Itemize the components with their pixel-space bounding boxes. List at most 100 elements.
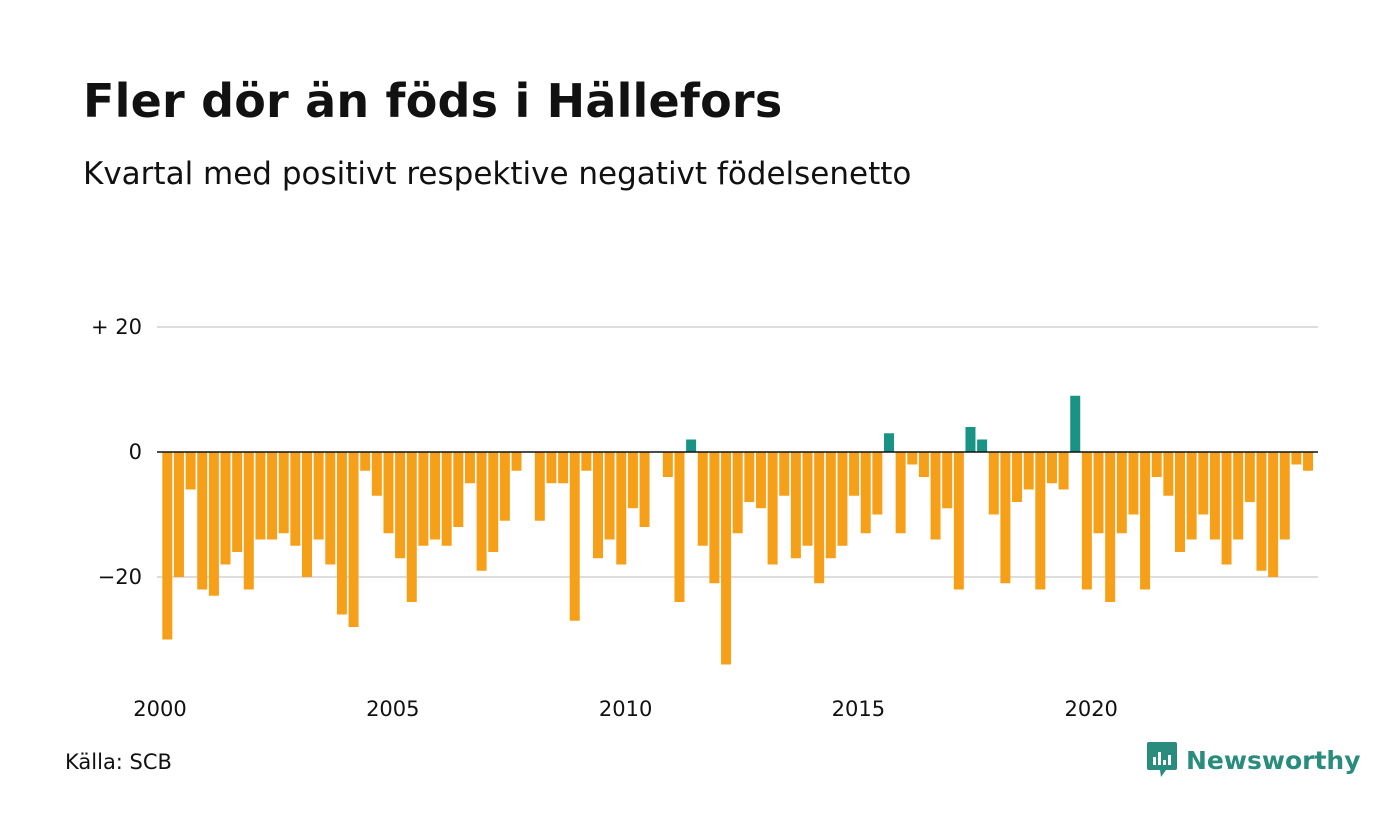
bar-2007-Q2 [499, 452, 510, 521]
x-tick-label: 2015 [832, 697, 885, 721]
bar-2018-Q2 [1012, 452, 1023, 502]
bar-2001-Q4 [243, 452, 254, 590]
bar-2018-Q4 [1035, 452, 1046, 590]
bar-2011-Q4 [709, 452, 720, 584]
bar-2013-Q2 [779, 452, 790, 496]
bar-2017-Q2 [965, 427, 976, 452]
bar-2023-Q2 [1244, 452, 1255, 502]
bar-2004-Q4 [383, 452, 394, 534]
bar-2017-Q1 [953, 452, 964, 590]
bar-2019-Q1 [1046, 452, 1057, 484]
bar-2012-Q4 [755, 452, 766, 509]
bar-2009-Q4 [616, 452, 627, 565]
bar-2014-Q3 [837, 452, 848, 546]
bar-2006-Q2 [453, 452, 464, 527]
bar-2021-Q1 [1140, 452, 1151, 590]
bar-2023-Q4 [1268, 452, 1279, 577]
bar-2007-Q1 [488, 452, 499, 552]
brand-name: Newsworthy [1186, 745, 1361, 775]
bar-2010-Q2 [639, 452, 650, 527]
bar-2000-Q3 [185, 452, 196, 490]
bar-2015-Q4 [895, 452, 906, 534]
bar-2010-Q4 [662, 452, 673, 477]
y-tick-label: −20 [98, 565, 142, 589]
bar-2022-Q3 [1209, 452, 1220, 540]
bar-2018-Q3 [1023, 452, 1034, 490]
bar-2001-Q3 [232, 452, 243, 552]
bar-2002-Q1 [255, 452, 266, 540]
y-tick-label: + 20 [91, 315, 142, 339]
bar-2010-Q1 [627, 452, 638, 509]
bar-2002-Q2 [267, 452, 278, 540]
bar-2018-Q1 [1000, 452, 1011, 584]
x-tick-label: 2005 [366, 697, 419, 721]
bar-2012-Q3 [744, 452, 755, 502]
bar-2014-Q4 [849, 452, 860, 496]
bar-2009-Q3 [604, 452, 615, 540]
bar-2016-Q4 [942, 452, 953, 509]
axis-layer: + 20 0 −20 2000 2005 2010 2015 2020 [91, 315, 1318, 721]
newsworthy-logo-icon [1147, 742, 1177, 777]
bar-2003-Q2 [313, 452, 324, 540]
y-tick-label: 0 [129, 440, 142, 464]
bar-2002-Q4 [290, 452, 301, 546]
bar-2005-Q2 [406, 452, 417, 602]
chart-title: Fler dör än föds i Hällefors [83, 74, 783, 128]
bar-2001-Q2 [220, 452, 231, 565]
bar-2002-Q3 [278, 452, 289, 534]
bar-2013-Q1 [767, 452, 778, 565]
bar-2004-Q3 [371, 452, 382, 496]
bars-layer [162, 395, 1314, 665]
bar-2017-Q4 [988, 452, 999, 515]
bar-2008-Q2 [546, 452, 557, 484]
bar-2008-Q4 [569, 452, 580, 621]
bar-2015-Q1 [860, 452, 871, 534]
bar-2006-Q1 [441, 452, 452, 546]
bar-2009-Q1 [581, 452, 592, 471]
bar-2022-Q2 [1198, 452, 1209, 515]
bar-2000-Q4 [197, 452, 208, 590]
bar-2009-Q2 [593, 452, 603, 559]
bar-2008-Q3 [558, 452, 569, 484]
bar-2014-Q2 [825, 452, 836, 559]
bar-2019-Q4 [1081, 452, 1092, 590]
bar-2000-Q2 [173, 452, 184, 577]
bar-2008-Q1 [534, 452, 545, 521]
x-tick-label: 2000 [133, 697, 186, 721]
bar-2015-Q2 [872, 452, 883, 515]
source-note: Källa: SCB [65, 750, 172, 774]
bar-2024-Q3 [1303, 452, 1314, 471]
bar-2005-Q3 [418, 452, 429, 546]
bar-2024-Q1 [1279, 452, 1290, 540]
bar-2019-Q3 [1070, 395, 1081, 452]
bar-2004-Q2 [360, 452, 371, 471]
brand-logo[interactable]: Newsworthy [1146, 740, 1361, 780]
x-tick-label: 2020 [1064, 697, 1117, 721]
bar-2015-Q3 [884, 433, 894, 452]
bar-2020-Q2 [1105, 452, 1116, 602]
bar-2022-Q1 [1186, 452, 1197, 540]
bar-2011-Q2 [686, 439, 697, 452]
bar-2022-Q4 [1221, 452, 1232, 565]
bar-2011-Q3 [697, 452, 708, 546]
bar-2016-Q2 [918, 452, 929, 477]
x-tick-label: 2010 [599, 697, 652, 721]
bar-2017-Q3 [977, 439, 988, 452]
bar-2005-Q1 [395, 452, 406, 559]
bar-2003-Q1 [302, 452, 312, 577]
bar-2024-Q2 [1291, 452, 1302, 465]
bar-2006-Q4 [476, 452, 487, 571]
bar-2019-Q2 [1058, 452, 1069, 490]
bar-2012-Q1 [721, 452, 732, 665]
bar-2005-Q4 [430, 452, 441, 540]
bar-2020-Q3 [1116, 452, 1127, 534]
bar-2016-Q1 [907, 452, 918, 465]
bar-2023-Q3 [1256, 452, 1267, 571]
bar-2021-Q2 [1151, 452, 1162, 477]
bar-2023-Q1 [1233, 452, 1244, 540]
bar-2003-Q4 [336, 452, 347, 615]
bar-2007-Q3 [511, 452, 522, 471]
bar-2012-Q2 [732, 452, 743, 534]
bar-2003-Q3 [325, 452, 336, 565]
